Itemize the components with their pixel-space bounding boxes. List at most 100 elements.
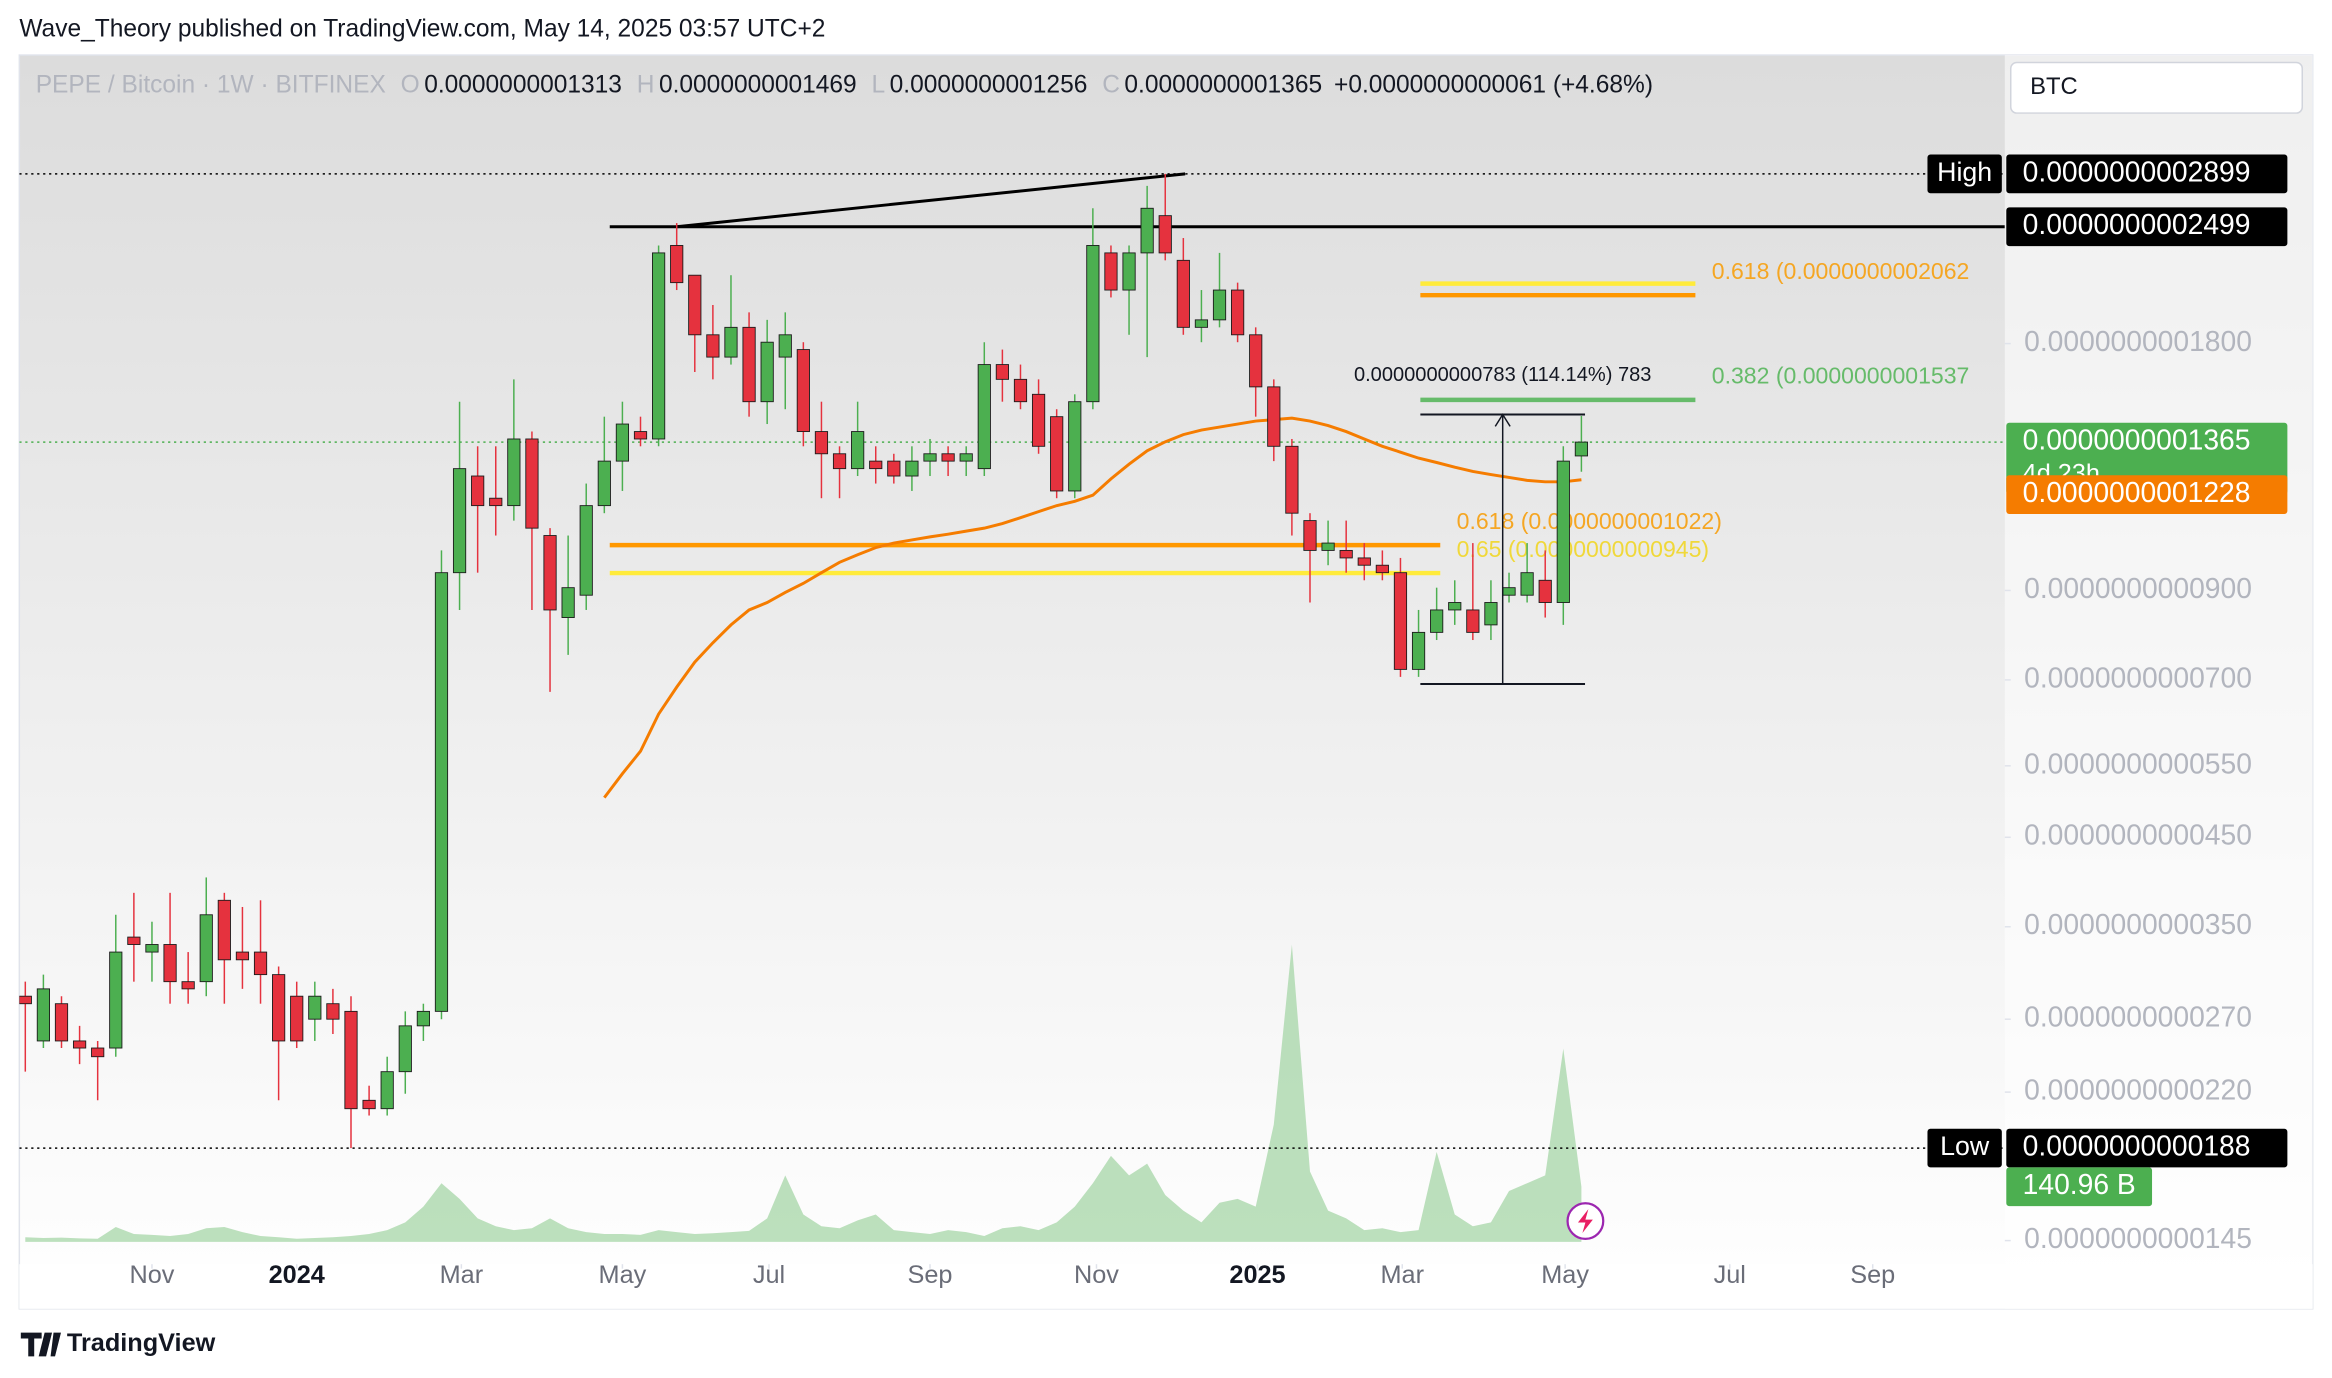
candle-body <box>778 334 792 358</box>
candle-body <box>995 364 1009 380</box>
candle-body <box>1538 579 1552 603</box>
candle-body <box>398 1025 412 1073</box>
candle-body <box>1086 245 1100 403</box>
x-tick-label: Jul <box>1714 1261 1746 1289</box>
candle-body <box>905 460 919 477</box>
candle-body <box>1411 631 1426 670</box>
candle-body <box>1068 401 1082 492</box>
brand-name: TradingView <box>67 1329 216 1357</box>
legend-item: L <box>872 72 886 99</box>
candle-body <box>525 438 539 529</box>
candle-body <box>1556 460 1570 603</box>
candle-body <box>434 572 449 1012</box>
y-tick-label: 0.0000000000350 <box>2024 908 2252 940</box>
y-tick-label: 0.0000000000700 <box>2024 661 2252 693</box>
x-tick-label: Sep <box>1850 1261 1895 1289</box>
candle-body <box>1303 520 1317 551</box>
candle-body <box>1013 378 1028 403</box>
symbol-search-text: BTC <box>2030 73 2078 100</box>
candle-body <box>1357 557 1371 566</box>
candle-body <box>1104 252 1118 291</box>
candle-body <box>199 914 213 983</box>
x-tick-label: 2025 <box>1229 1261 1285 1289</box>
level-name: Low <box>1940 1131 1990 1161</box>
volume-tag-box <box>2006 1167 2153 1207</box>
candle-body <box>832 453 847 470</box>
fib-label: 0.65 (0.0000000000945) <box>1457 536 1709 562</box>
candle-body <box>471 475 485 507</box>
legend-item: O <box>401 72 420 99</box>
candle-body <box>1267 386 1281 447</box>
published-line: Wave_Theory published on TradingView.com… <box>19 15 825 42</box>
x-tick-label: Mar <box>1381 1261 1425 1289</box>
candle-body <box>344 1010 358 1110</box>
y-tick-label: 0.0000000000145 <box>2024 1222 2252 1254</box>
candle-body <box>923 453 937 462</box>
candle-body <box>1050 416 1064 492</box>
candle-body <box>742 326 756 403</box>
candle-body <box>416 1010 430 1027</box>
candle-body <box>688 274 702 336</box>
candle-body <box>308 995 322 1020</box>
level-tag-box <box>2006 154 2288 194</box>
level-name: High <box>1937 157 1992 187</box>
x-tick-label: Nov <box>1074 1261 1119 1289</box>
price-axis <box>2004 55 2313 1309</box>
level-tag: 0.0000000002899 <box>2023 155 2251 187</box>
last-price-tag: 0.0000000001365 <box>2023 424 2251 456</box>
candle-body <box>362 1099 376 1110</box>
candle-body <box>1231 289 1245 336</box>
candle-body <box>253 951 268 976</box>
candle-body <box>19 995 32 1005</box>
fib-label: 0.618 (0.0000000001022) <box>1457 508 1722 534</box>
candle-body <box>127 936 141 945</box>
candle-body <box>1249 334 1263 388</box>
legend-item: +0.0000000000061 (+4.68%) <box>1334 72 1653 99</box>
legend-item: 0.0000000001469 <box>659 72 857 99</box>
candle-body <box>452 468 467 574</box>
legend-item: 0.0000000001313 <box>424 72 622 99</box>
candle-body <box>1430 609 1444 633</box>
candle-body <box>796 349 810 433</box>
y-tick-label: 0.0000000001800 <box>2024 325 2252 357</box>
time-axis <box>19 1264 2313 1309</box>
candle-body <box>1484 602 1498 626</box>
candle-body <box>1393 572 1408 670</box>
y-tick-label: 0.0000000000220 <box>2024 1074 2252 1106</box>
candle-body <box>91 1047 105 1058</box>
fib-label: 0.382 (0.0000000001537 <box>1712 363 1970 389</box>
candle-body <box>109 951 123 1049</box>
candle-body <box>1448 602 1462 611</box>
y-tick-label: 0.0000000000270 <box>2024 1001 2252 1033</box>
fib-label: 0.618 (0.0000000002062 <box>1712 258 1970 284</box>
candle-body <box>1466 609 1480 633</box>
candle-body <box>1339 549 1353 559</box>
candle-body <box>163 944 177 983</box>
candle-body <box>760 341 774 403</box>
legend-line: PEPE / Bitcoin · 1W · BITFINEX O 0.0000000… <box>36 72 1653 99</box>
measure-label: 0.0000000000783 (114.14%) 783 <box>1354 364 1651 386</box>
x-tick-label: Nov <box>129 1261 174 1289</box>
candle-body <box>561 587 575 618</box>
x-tick-label: Mar <box>440 1261 484 1289</box>
candle-body <box>579 505 593 596</box>
candle-body <box>887 460 901 477</box>
candle-body <box>1158 215 1172 254</box>
legend-item: 0.0000000001365 <box>1124 72 1322 99</box>
candle-body <box>597 460 611 507</box>
candle-body <box>977 364 991 470</box>
moving-average <box>603 416 1582 799</box>
symbol-search[interactable] <box>2010 61 2303 114</box>
candle-body <box>507 438 521 507</box>
legend-item: 0.0000000001256 <box>890 72 1088 99</box>
plot-area: 0.618 (0.0000000002062 0.382 (0.000000000… <box>19 172 2005 1242</box>
chart-panel <box>18 54 2314 1310</box>
level-name-box <box>1927 154 2002 194</box>
legend-item: PEPE / Bitcoin · 1W · BITFINEX <box>36 72 386 99</box>
x-tick-label: Sep <box>908 1261 953 1289</box>
candle-body <box>217 899 231 961</box>
candle-body <box>235 951 250 961</box>
candle-body <box>489 497 503 507</box>
candle-body <box>543 535 557 611</box>
